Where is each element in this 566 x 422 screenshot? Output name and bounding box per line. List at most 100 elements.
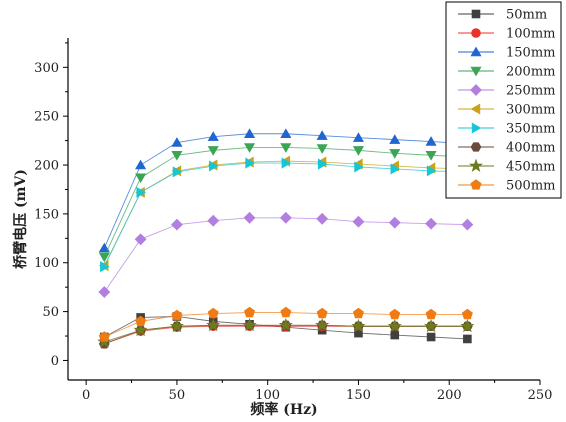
series-line-250mm — [103, 217, 468, 293]
data-point-500mm — [316, 307, 328, 319]
legend-marker — [471, 9, 481, 19]
data-point-350mm — [209, 160, 219, 172]
data-point-500mm — [207, 307, 219, 319]
legend-entry: 450mm — [458, 158, 555, 175]
data-point-500mm — [171, 309, 183, 321]
legend-entry: 150mm — [458, 46, 555, 61]
data-point-250mm — [316, 212, 329, 225]
legend-box — [445, 1, 562, 199]
x-tick-label: 150 — [346, 388, 371, 403]
legend-marker — [470, 84, 482, 96]
legend-label: 200mm — [506, 65, 555, 80]
data-point-250mm — [243, 211, 256, 224]
data-point-200mm — [135, 173, 147, 184]
series-layer — [97, 128, 475, 349]
legend-marker — [470, 142, 482, 152]
legend-entry: 400mm — [458, 141, 555, 156]
legend-entry: 50mm — [458, 8, 547, 23]
x-tick-label: 0 — [82, 388, 90, 403]
data-point-200mm — [280, 143, 292, 153]
data-point-350mm — [172, 166, 183, 178]
data-point-250mm — [388, 216, 401, 229]
data-point-200mm — [207, 146, 219, 156]
legend-marker — [471, 122, 482, 134]
legend-entry: 100mm — [458, 27, 555, 42]
data-point-150mm — [171, 137, 183, 147]
data-point-150mm — [207, 131, 219, 141]
data-point-350mm — [136, 186, 147, 198]
data-point-150mm — [352, 132, 364, 142]
data-point-500mm — [389, 308, 401, 320]
data-point-150mm — [135, 159, 147, 170]
legend-label: 250mm — [506, 84, 555, 99]
legend-entry: 300mm — [458, 103, 555, 118]
data-point-200mm — [352, 146, 364, 156]
data-point-200mm — [316, 144, 328, 154]
y-axis-title: 桥臂电压 (mV) — [12, 169, 29, 269]
legend-entry: 250mm — [458, 84, 555, 99]
x-tick-label: 250 — [528, 388, 553, 403]
legend-marker — [470, 103, 481, 115]
data-point-50mm — [426, 332, 436, 342]
data-point-50mm — [390, 330, 400, 340]
legend: 50mm 100mm 150mm 200mm 250mm 300mm 350mm 400mm 4… — [445, 1, 562, 199]
legend-label: 50mm — [506, 8, 547, 23]
legend-entry: 350mm — [458, 122, 555, 137]
legend-label: 450mm — [506, 160, 555, 175]
x-tick-label: 200 — [437, 388, 462, 403]
data-point-350mm — [100, 261, 110, 273]
data-point-250mm — [98, 286, 111, 298]
legend-marker — [468, 158, 484, 172]
data-point-350mm — [354, 161, 364, 173]
data-point-350mm — [317, 158, 328, 170]
series-250mm — [98, 211, 474, 298]
data-point-500mm — [135, 315, 147, 327]
data-point-200mm — [244, 143, 256, 153]
axes: 0 50 100 150 200 250 0 50 100 150 200 250 300 频率 (Hz)… — [12, 38, 552, 418]
data-point-250mm — [461, 218, 474, 231]
data-point-450mm — [387, 318, 402, 333]
data-point-250mm — [352, 215, 365, 228]
data-point-50mm — [463, 334, 472, 344]
legend-label: 300mm — [506, 103, 555, 118]
y-tick-label: 300 — [34, 61, 59, 76]
y-tick-label: 0 — [51, 354, 59, 369]
y-tick-label: 50 — [42, 305, 59, 320]
data-point-150mm — [244, 128, 256, 138]
legend-label: 100mm — [506, 27, 555, 42]
legend-marker — [470, 179, 482, 190]
legend-label: 400mm — [506, 141, 555, 156]
series-450mm — [97, 317, 475, 348]
data-point-450mm — [206, 317, 221, 332]
legend-marker — [470, 66, 482, 77]
data-point-500mm — [425, 308, 437, 320]
data-point-350mm — [390, 163, 401, 175]
data-point-450mm — [424, 318, 439, 333]
data-point-150mm — [98, 242, 110, 253]
x-tick-label: 100 — [255, 388, 280, 403]
data-point-200mm — [98, 252, 110, 263]
legend-label: 150mm — [506, 46, 555, 61]
x-tick-label: 50 — [169, 388, 186, 403]
legend-entry: 500mm — [458, 179, 555, 194]
data-point-250mm — [425, 217, 438, 230]
data-point-200mm — [389, 149, 401, 159]
data-point-450mm — [242, 317, 257, 332]
data-point-500mm — [280, 306, 292, 318]
legend-label: 500mm — [506, 179, 555, 194]
data-point-150mm — [389, 134, 401, 144]
legend-label: 350mm — [506, 122, 555, 137]
data-point-450mm — [169, 318, 184, 333]
data-point-200mm — [425, 151, 437, 161]
data-point-450mm — [133, 322, 148, 337]
legend-entry: 200mm — [458, 65, 555, 80]
data-point-150mm — [425, 136, 437, 146]
legend-marker — [471, 28, 481, 38]
data-point-500mm — [244, 306, 256, 318]
data-point-250mm — [279, 211, 292, 224]
y-tick-label: 150 — [34, 207, 59, 222]
series-500mm — [98, 306, 473, 342]
data-point-450mm — [315, 317, 330, 332]
data-point-150mm — [280, 128, 292, 138]
